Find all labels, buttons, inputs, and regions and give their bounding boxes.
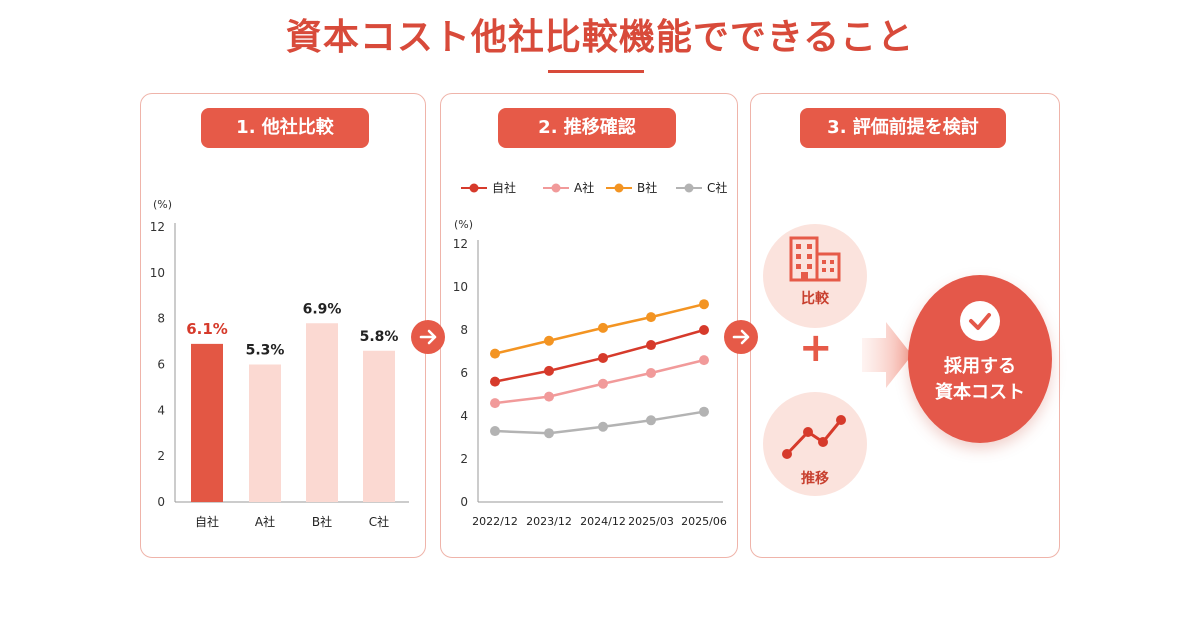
bar [363, 350, 395, 502]
data-point [544, 428, 554, 439]
y-axis-unit: (%) [454, 218, 473, 231]
data-point [490, 426, 500, 437]
data-point [544, 365, 554, 376]
title-underline [548, 70, 644, 73]
x-tick-label: B社 [312, 514, 332, 529]
compare-circle: 比較 [763, 224, 867, 328]
bar [249, 364, 281, 502]
data-label: 6.1% [186, 320, 228, 338]
plus-icon: + [799, 325, 833, 371]
x-tick-label: 2022/12 [472, 515, 518, 528]
data-point [490, 348, 500, 359]
line-chart: 自社 A社 B社 C社 (%) 0 2 4 6 8 10 12 2022/12 2023/12 2024/1… [453, 180, 728, 528]
bar [306, 323, 338, 502]
legend-marker [684, 183, 694, 193]
data-point [544, 335, 554, 346]
result-label-line1: 採用する [944, 356, 1016, 377]
y-axis-unit: (%) [153, 198, 172, 211]
data-point [598, 352, 608, 363]
trend-circle: 推移 [763, 392, 867, 496]
compare-label: 比較 [801, 291, 829, 307]
x-tick-label: A社 [255, 514, 275, 529]
arrow-right-icon [411, 320, 445, 354]
x-tick-label: 2024/12 [580, 515, 626, 528]
data-point [598, 378, 608, 389]
data-point [490, 398, 500, 409]
trend-line-icon [782, 415, 846, 459]
y-tick-label: 12 [453, 237, 468, 251]
y-tick-label: 8 [460, 323, 468, 337]
data-point [699, 325, 709, 335]
legend-label: C社 [707, 180, 727, 195]
legend-marker [469, 183, 479, 193]
data-point [646, 340, 656, 351]
data-point [699, 299, 709, 310]
legend-marker [614, 183, 624, 193]
result-circle: 採用する 資本コスト [908, 275, 1052, 443]
x-tick-label: 自社 [195, 514, 219, 529]
legend-label: A社 [574, 180, 594, 195]
data-point [490, 376, 500, 387]
panel-compare: 1. 他社比較 (%) 0 2 4 6 8 10 12 6.1% 自社 5.3% A社 6.9% B社 5.… [140, 93, 426, 558]
x-tick-label: 2025/06 [681, 515, 727, 528]
building-icon [789, 236, 841, 282]
data-point [598, 322, 608, 333]
data-point [598, 421, 608, 432]
y-tick-label: 6 [460, 366, 468, 380]
bar-chart: (%) 0 2 4 6 8 10 12 6.1% 自社 5.3% A社 6.9% B社 5.8% C社 [150, 198, 409, 529]
bar [191, 343, 223, 502]
y-tick-label: 10 [453, 280, 468, 294]
data-label: 5.3% [246, 343, 285, 359]
data-point [646, 368, 656, 378]
page-title: 資本コスト他社比較機能でできること [285, 17, 915, 58]
data-point [646, 312, 656, 323]
x-tick-label: C社 [369, 514, 389, 529]
y-tick-label: 2 [460, 452, 468, 466]
arrow-right-icon [724, 320, 758, 354]
y-tick-label: 10 [150, 266, 165, 280]
y-tick-label: 12 [150, 220, 165, 234]
data-point [646, 415, 656, 426]
y-tick-label: 2 [157, 449, 165, 463]
result-label-line2: 資本コスト [935, 382, 1025, 403]
panel-trend: 2. 推移確認 自社 A社 B社 C社 (%) 0 2 4 6 8 10 12 2022/12 2023/… [440, 93, 738, 558]
legend-label: 自社 [492, 180, 516, 195]
step-label-evaluate: 3. 評価前提を検討 [800, 108, 1006, 148]
y-tick-label: 8 [157, 312, 165, 326]
data-point [544, 391, 554, 402]
x-tick-label: 2023/12 [526, 515, 572, 528]
data-point [699, 406, 709, 417]
check-icon [960, 301, 1000, 341]
arrow-right-icon [862, 322, 912, 388]
y-tick-label: 0 [460, 495, 468, 509]
y-tick-label: 4 [460, 409, 468, 423]
legend-marker [551, 183, 561, 193]
y-tick-label: 0 [157, 495, 165, 509]
data-point [699, 355, 709, 366]
y-tick-label: 6 [157, 358, 165, 372]
legend-label: B社 [637, 180, 657, 195]
data-label: 5.8% [360, 329, 399, 345]
y-tick-label: 4 [157, 403, 165, 417]
step-label-compare: 1. 他社比較 [201, 108, 369, 148]
data-label: 6.9% [303, 301, 342, 317]
step-label-trend: 2. 推移確認 [498, 108, 676, 148]
trend-label: 推移 [801, 471, 829, 487]
x-tick-label: 2025/03 [628, 515, 674, 528]
